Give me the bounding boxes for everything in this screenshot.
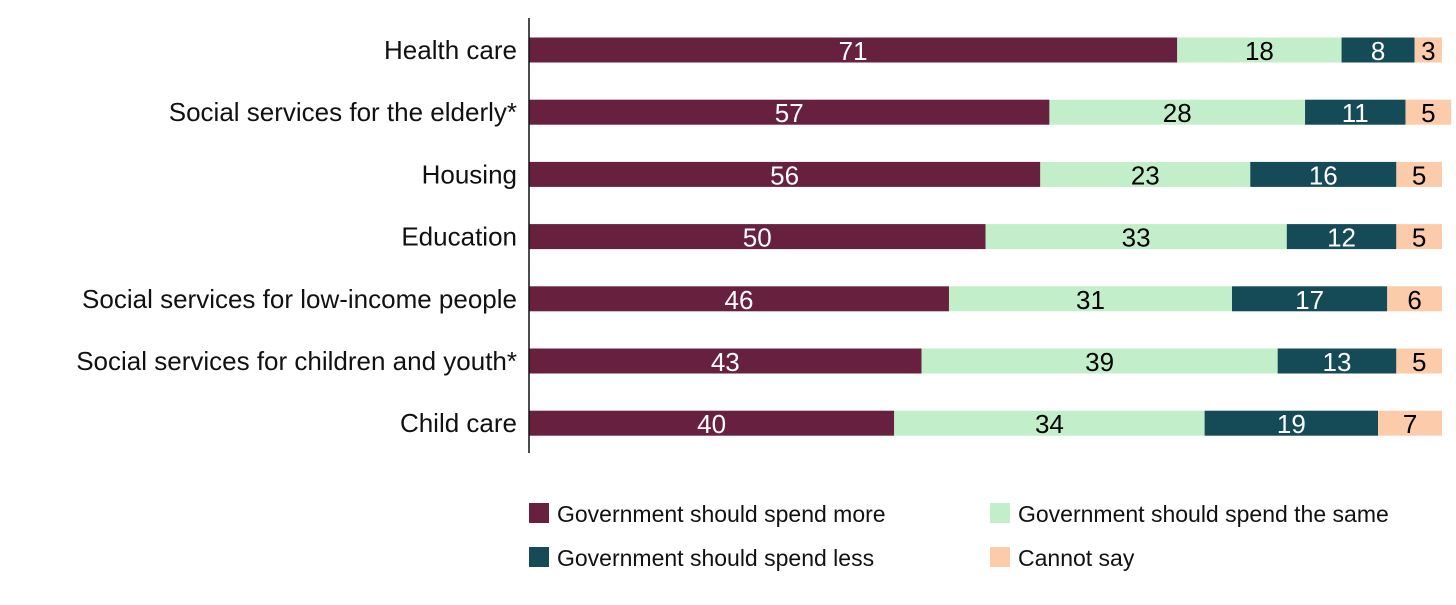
bar-segment xyxy=(1387,286,1442,312)
bar-segment xyxy=(1177,37,1342,63)
bar-segment xyxy=(529,99,1050,125)
data-label: 50 xyxy=(743,223,772,253)
bar-segment xyxy=(985,224,1287,250)
legend-label: Cannot say xyxy=(1018,545,1135,571)
category-label: Housing xyxy=(422,159,517,189)
bar-segment xyxy=(1277,348,1397,374)
legend-swatch xyxy=(990,547,1010,567)
category-label: Social services for children and youth* xyxy=(76,346,517,376)
bars-layer xyxy=(529,37,1452,436)
bar-segment xyxy=(1378,410,1442,436)
data-label: 17 xyxy=(1295,285,1324,315)
category-label: Social services for the elderly* xyxy=(169,97,517,127)
data-label: 5 xyxy=(1421,98,1435,128)
data-label: 31 xyxy=(1076,285,1105,315)
legend-swatch xyxy=(990,503,1010,523)
bar-segment xyxy=(529,348,922,374)
bar-segment xyxy=(1232,286,1388,312)
bar-segment xyxy=(948,286,1233,312)
data-label: 11 xyxy=(1342,98,1369,128)
legend-label: Government should spend more xyxy=(557,501,886,527)
category-label: Child care xyxy=(400,408,517,438)
bar-segment xyxy=(1396,161,1442,187)
bar-segment xyxy=(1405,99,1452,125)
bar-segment xyxy=(1250,161,1397,187)
data-label: 33 xyxy=(1122,223,1151,253)
bar-segment xyxy=(529,161,1041,187)
legend: Government should spend more Government s… xyxy=(529,501,1389,571)
data-label: 7 xyxy=(1403,409,1417,439)
data-label: 34 xyxy=(1035,409,1064,439)
bar-segment xyxy=(1396,224,1442,250)
data-label: 28 xyxy=(1163,98,1192,128)
labels-layer: Health care 71 18 8 3 Social services for the… xyxy=(76,35,1435,439)
bar-segment xyxy=(529,37,1178,63)
data-label: 39 xyxy=(1085,347,1114,377)
data-label: 19 xyxy=(1277,409,1306,439)
data-label: 40 xyxy=(697,409,726,439)
bar-segment xyxy=(1040,161,1251,187)
data-label: 57 xyxy=(775,98,804,128)
category-label: Health care xyxy=(384,35,517,65)
data-label: 13 xyxy=(1323,347,1352,377)
bar-segment xyxy=(894,410,1205,436)
bar-segment xyxy=(529,410,895,436)
bar-segment xyxy=(1305,99,1406,125)
data-label: 12 xyxy=(1327,223,1356,253)
data-label: 16 xyxy=(1309,160,1338,190)
data-label: 5 xyxy=(1412,347,1426,377)
category-label: Social services for low-income people xyxy=(82,284,517,314)
bar-segment xyxy=(1204,410,1379,436)
bar-segment xyxy=(529,224,986,250)
data-label: 18 xyxy=(1245,36,1274,66)
data-label: 5 xyxy=(1412,160,1426,190)
data-label: 8 xyxy=(1371,36,1385,66)
bar-segment xyxy=(1049,99,1306,125)
bar-segment xyxy=(1414,37,1442,63)
bar-segment xyxy=(1286,224,1397,250)
data-label: 5 xyxy=(1412,223,1426,253)
bar-segment xyxy=(921,348,1278,374)
data-label: 56 xyxy=(770,160,799,190)
bar-segment xyxy=(529,286,949,312)
legend-label: Government should spend the same xyxy=(1018,501,1389,527)
data-label: 46 xyxy=(725,285,754,315)
legend-swatch xyxy=(529,547,549,567)
legend-label: Government should spend less xyxy=(557,545,874,571)
bar-segment xyxy=(1396,348,1442,374)
bar-segment xyxy=(1341,37,1415,63)
data-label: 6 xyxy=(1407,285,1421,315)
data-label: 43 xyxy=(711,347,740,377)
category-label: Education xyxy=(401,222,517,252)
data-label: 23 xyxy=(1131,160,1160,190)
data-label: 3 xyxy=(1421,36,1435,66)
legend-swatch xyxy=(529,503,549,523)
data-label: 71 xyxy=(839,36,868,66)
